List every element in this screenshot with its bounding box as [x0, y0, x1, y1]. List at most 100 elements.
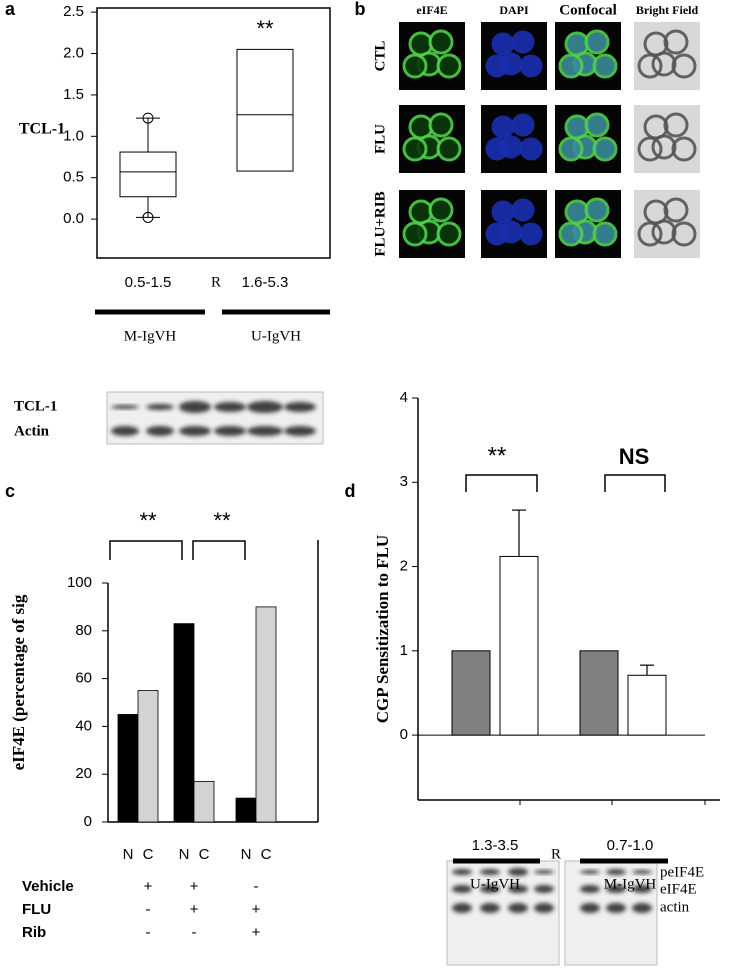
- y-tick-label: 2.5: [63, 3, 84, 20]
- blot-band: [179, 401, 211, 413]
- bracket: [192, 540, 246, 560]
- y-tick-label: 2.0: [63, 44, 84, 61]
- blot-band: [452, 903, 472, 913]
- condition-sign: +: [190, 878, 199, 895]
- annotation: **: [139, 508, 157, 533]
- blot-band: [452, 885, 472, 893]
- blot-label: TCL-1: [14, 398, 57, 414]
- bar: [499, 555, 539, 736]
- bar: [193, 780, 215, 823]
- cell: [558, 53, 584, 79]
- y-tick-label: 0: [84, 813, 92, 830]
- cell: [491, 115, 515, 139]
- condition-sign: +: [144, 878, 153, 895]
- cell: [485, 137, 509, 161]
- cell: [491, 200, 515, 224]
- cell: [584, 29, 610, 55]
- cell: [511, 30, 535, 54]
- condition-sign: -: [146, 901, 151, 918]
- cell: [663, 197, 689, 223]
- blot-band: [606, 885, 626, 893]
- blot-band: [452, 869, 472, 875]
- y-tick-label: 100: [67, 574, 92, 591]
- y-tick-label: 80: [75, 622, 92, 639]
- cell: [671, 53, 697, 79]
- western-blot: [446, 860, 658, 966]
- panel-letter: b: [355, 0, 366, 19]
- blot-band: [508, 885, 528, 893]
- panel-letter: a: [5, 0, 16, 19]
- y-tick-label: 1.0: [63, 127, 84, 144]
- blot-band: [534, 885, 554, 893]
- blot-band: [534, 870, 554, 874]
- cell: [519, 54, 543, 78]
- y-axis-label: eIF4E (percentage of sig: [9, 594, 28, 770]
- bar-label: C: [143, 846, 154, 863]
- plot-frame: [96, 7, 331, 259]
- group-label: M-IgVH: [124, 328, 177, 344]
- cell: [428, 29, 454, 55]
- blot-band: [580, 885, 600, 893]
- blot-image: [446, 860, 560, 966]
- cell: [519, 137, 543, 161]
- cell: [584, 112, 610, 138]
- x-tick-label: 1.3-3.5: [472, 837, 519, 854]
- cell: [558, 136, 584, 162]
- group-label: U-IgVH: [251, 328, 301, 344]
- blot-band: [632, 870, 652, 874]
- annotation: **: [256, 16, 274, 41]
- row-label: FLU+RIB: [372, 191, 388, 256]
- y-tick-label: 1: [400, 642, 408, 659]
- blot-band: [606, 869, 626, 875]
- cell: [402, 53, 428, 79]
- cell: [511, 198, 535, 222]
- y-tick-label: 0.0: [63, 210, 84, 227]
- whisker-end: [142, 211, 154, 223]
- cell: [592, 53, 618, 79]
- condition-label: Vehicle: [22, 878, 74, 895]
- cell: [402, 136, 428, 162]
- cell: [519, 222, 543, 246]
- condition-sign: +: [252, 924, 261, 941]
- cell: [671, 221, 697, 247]
- column-label: eIF4E: [416, 3, 447, 17]
- cell: [436, 221, 462, 247]
- blot-band: [284, 426, 316, 436]
- cell: [511, 113, 535, 137]
- separator-label: R: [211, 274, 221, 290]
- bracket: [109, 540, 183, 560]
- cell: [436, 136, 462, 162]
- condition-sign: -: [192, 924, 197, 941]
- bracket: [604, 474, 666, 492]
- cell: [402, 221, 428, 247]
- blot-band: [146, 404, 174, 410]
- blot-image: [106, 391, 324, 445]
- blot-image: [564, 860, 658, 966]
- blot-label: Actin: [14, 423, 50, 439]
- y-tick-label: 20: [75, 765, 92, 782]
- group-label: M-IgVH: [604, 876, 657, 892]
- bar-label: N: [179, 846, 190, 863]
- bar: [451, 650, 491, 736]
- cell: [485, 222, 509, 246]
- blot-band: [580, 903, 600, 913]
- bar-label: N: [241, 846, 252, 863]
- column-label: DAPI: [499, 3, 529, 17]
- panel-letter: c: [5, 481, 15, 501]
- panel-letter: d: [345, 481, 356, 501]
- separator-label: R: [551, 846, 561, 862]
- x-tick-label: 1.6-5.3: [242, 274, 289, 291]
- bar: [255, 606, 277, 823]
- blot-band: [284, 402, 316, 412]
- blot-band: [480, 885, 500, 893]
- y-axis-label: CGP Sensitization to FLU: [373, 535, 392, 723]
- blot-band: [606, 903, 626, 913]
- blot-label: peIF4E: [660, 864, 704, 880]
- cell: [436, 53, 462, 79]
- bar: [137, 690, 159, 823]
- bar-label: C: [261, 846, 272, 863]
- condition-label: FLU: [22, 901, 51, 918]
- condition-label: Rib: [22, 924, 46, 941]
- cell: [428, 112, 454, 138]
- cell: [428, 197, 454, 223]
